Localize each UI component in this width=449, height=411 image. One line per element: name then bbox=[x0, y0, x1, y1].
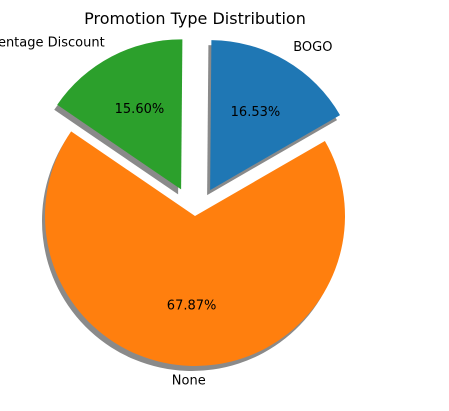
pie-slice-bogo bbox=[210, 40, 341, 191]
slice-label-bogo: BOGO bbox=[293, 40, 332, 55]
chart-title: Promotion Type Distribution bbox=[84, 9, 306, 28]
pie-slice-percentage-discount bbox=[57, 39, 183, 190]
slice-value-percentage-discount: 15.60% bbox=[115, 102, 165, 117]
pie-slice-none bbox=[44, 131, 345, 367]
slice-value-none: 67.87% bbox=[167, 298, 217, 313]
slice-label-none: None bbox=[172, 373, 206, 388]
pie-slices bbox=[44, 39, 345, 367]
slice-label-percentage-discount: Percentage Discount bbox=[0, 36, 105, 51]
slice-value-bogo: 16.53% bbox=[231, 105, 281, 120]
slice-labels: BOGO 16.53% Percentage Discount 15.60% None 6… bbox=[0, 36, 332, 389]
